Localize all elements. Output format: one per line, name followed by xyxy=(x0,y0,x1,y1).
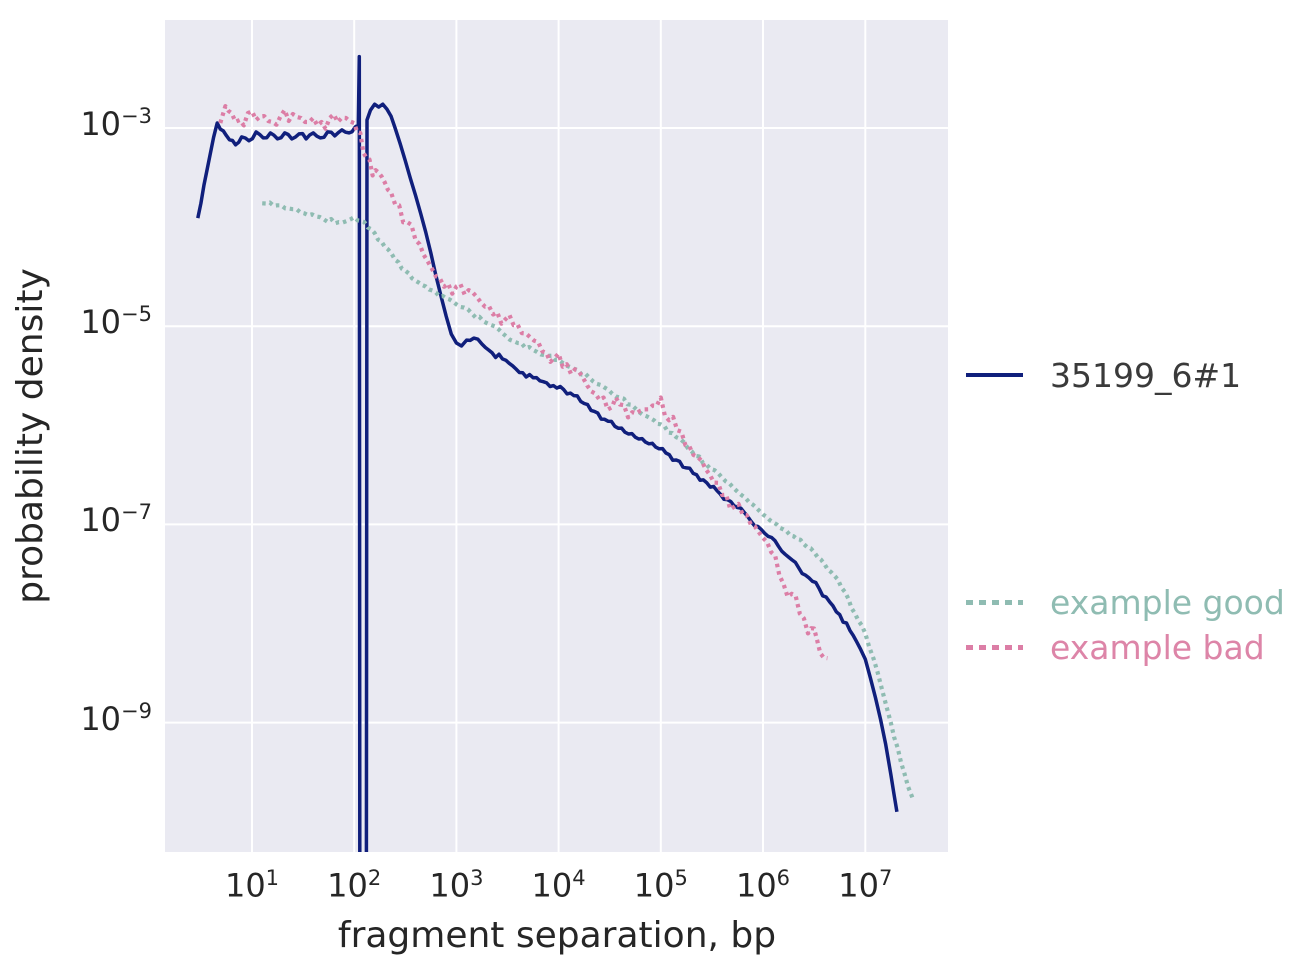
legend-solid-line-swatch xyxy=(966,372,1023,378)
legend-entry-example-bad: example bad xyxy=(966,627,1265,667)
x-tick-label: 103 xyxy=(429,866,484,905)
legend-dotted-line-swatch xyxy=(966,599,1023,605)
x-tick-label: 104 xyxy=(531,866,586,905)
legend-entry-label: 35199_6#1 xyxy=(1050,355,1242,395)
series-line-35199-6-1 xyxy=(196,54,899,852)
x-axis-label: fragment separation, bp xyxy=(337,915,777,956)
y-tick-label: 10−3 xyxy=(80,104,152,143)
y-tick-label: 10−7 xyxy=(80,500,152,540)
x-tick-label: 105 xyxy=(633,866,688,905)
legend-entry-label: example good xyxy=(1050,582,1285,622)
legend-entry-label: example bad xyxy=(1050,627,1265,667)
legend-entry-example-good: example good xyxy=(966,582,1285,622)
axes-background xyxy=(165,20,948,852)
legend-dotted-line-swatch xyxy=(966,644,1023,650)
legend-entry-35199-6-1: 35199_6#1 xyxy=(966,355,1241,395)
series-lines xyxy=(196,54,916,852)
x-tick-label: 102 xyxy=(327,866,382,905)
series-line-example-good xyxy=(262,200,916,801)
grid-lines xyxy=(165,20,948,852)
y-tick-label: 10−9 xyxy=(80,698,152,738)
x-tick-label: 107 xyxy=(838,866,893,905)
x-tick-label: 106 xyxy=(735,866,791,905)
y-tick-label: 10−5 xyxy=(80,302,152,342)
x-tick-label: 101 xyxy=(224,866,280,905)
y-axis-label: probability density xyxy=(10,268,51,604)
